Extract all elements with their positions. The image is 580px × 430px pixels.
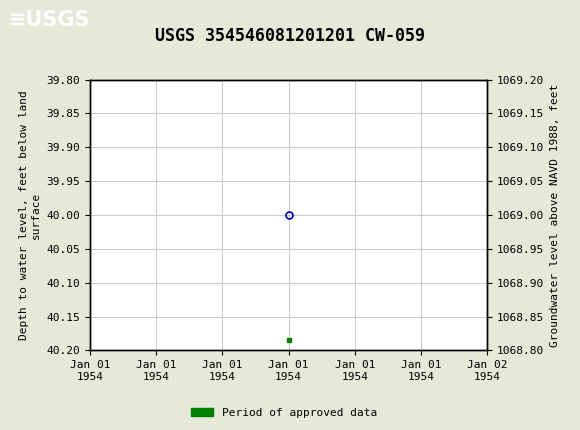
Y-axis label: Depth to water level, feet below land
surface: Depth to water level, feet below land su…	[19, 90, 41, 340]
Text: USGS 354546081201201 CW-059: USGS 354546081201201 CW-059	[155, 27, 425, 45]
Y-axis label: Groundwater level above NAVD 1988, feet: Groundwater level above NAVD 1988, feet	[550, 83, 560, 347]
Legend: Period of approved data: Period of approved data	[187, 403, 382, 422]
Text: ≡USGS: ≡USGS	[9, 10, 90, 31]
